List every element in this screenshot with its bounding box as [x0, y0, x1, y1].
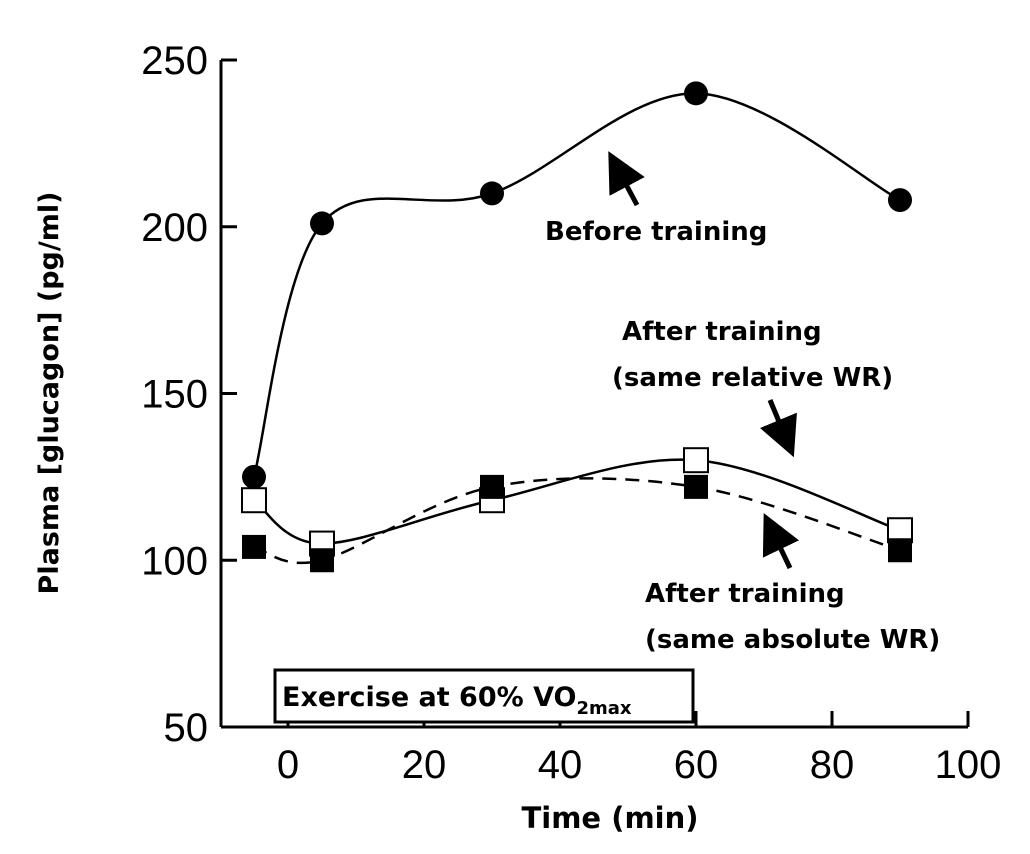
exercise-box: Exercise at 60% VO2max [273, 668, 695, 724]
arrow-before-training [608, 151, 645, 207]
x-ticks: 0 20 40 60 80 100 [277, 711, 1002, 787]
series-2-point-3 [684, 474, 708, 499]
annotation-relative-line2: (same relative WR) [612, 363, 893, 393]
y-ticks: 50 100 150 200 250 [141, 39, 237, 750]
exercise-box-border [273, 668, 695, 724]
y-tick-label-250: 250 [141, 39, 208, 83]
series-0-point-1 [310, 211, 334, 236]
series-layer [241, 81, 913, 573]
y-axis-label: Plasma [glucagon] (pg/ml) [34, 192, 65, 595]
annotation-absolute-line2: (same absolute WR) [645, 625, 940, 655]
series-1-point-3 [683, 447, 709, 474]
arrow-absolute-wr [762, 512, 799, 570]
exercise-text: Exercise at 60% VO [282, 682, 576, 713]
series-0-point-0 [242, 464, 266, 489]
y-tick-label-150: 150 [141, 373, 208, 417]
series-1-line [253, 458, 901, 545]
x-tick-label-40: 40 [538, 743, 583, 787]
annotation-before-training: Before training [545, 217, 767, 247]
x-axis-label: Time (min) [521, 801, 698, 835]
series-2-point-1 [310, 548, 334, 573]
series-0-point-2 [480, 181, 504, 206]
series-1-point-0 [241, 487, 267, 514]
series-0-point-3 [684, 81, 708, 106]
y-tick-label-200: 200 [141, 206, 208, 250]
exercise-label: Exercise at 60% VO2max [282, 682, 632, 719]
exercise-subscript: 2max [576, 698, 631, 719]
series-2 [242, 474, 912, 573]
x-tick-label-60: 60 [674, 743, 719, 787]
series-2-point-4 [888, 538, 912, 563]
series-2-point-2 [480, 474, 504, 499]
annotation-absolute-line1: After training [645, 579, 845, 609]
y-tick-label-50: 50 [164, 706, 209, 750]
x-tick-label-100: 100 [935, 743, 1002, 787]
arrow-relative-wr [760, 399, 797, 458]
series-0 [242, 81, 912, 489]
series-0-line [252, 92, 901, 478]
annotation-relative-line1: After training [622, 317, 822, 347]
series-2-point-0 [242, 534, 266, 559]
series-0-point-4 [888, 188, 912, 213]
x-tick-label-0: 0 [277, 743, 299, 787]
series-1 [241, 447, 913, 557]
x-tick-label-80: 80 [810, 743, 855, 787]
y-tick-label-100: 100 [141, 539, 208, 583]
x-tick-label-20: 20 [402, 743, 447, 787]
